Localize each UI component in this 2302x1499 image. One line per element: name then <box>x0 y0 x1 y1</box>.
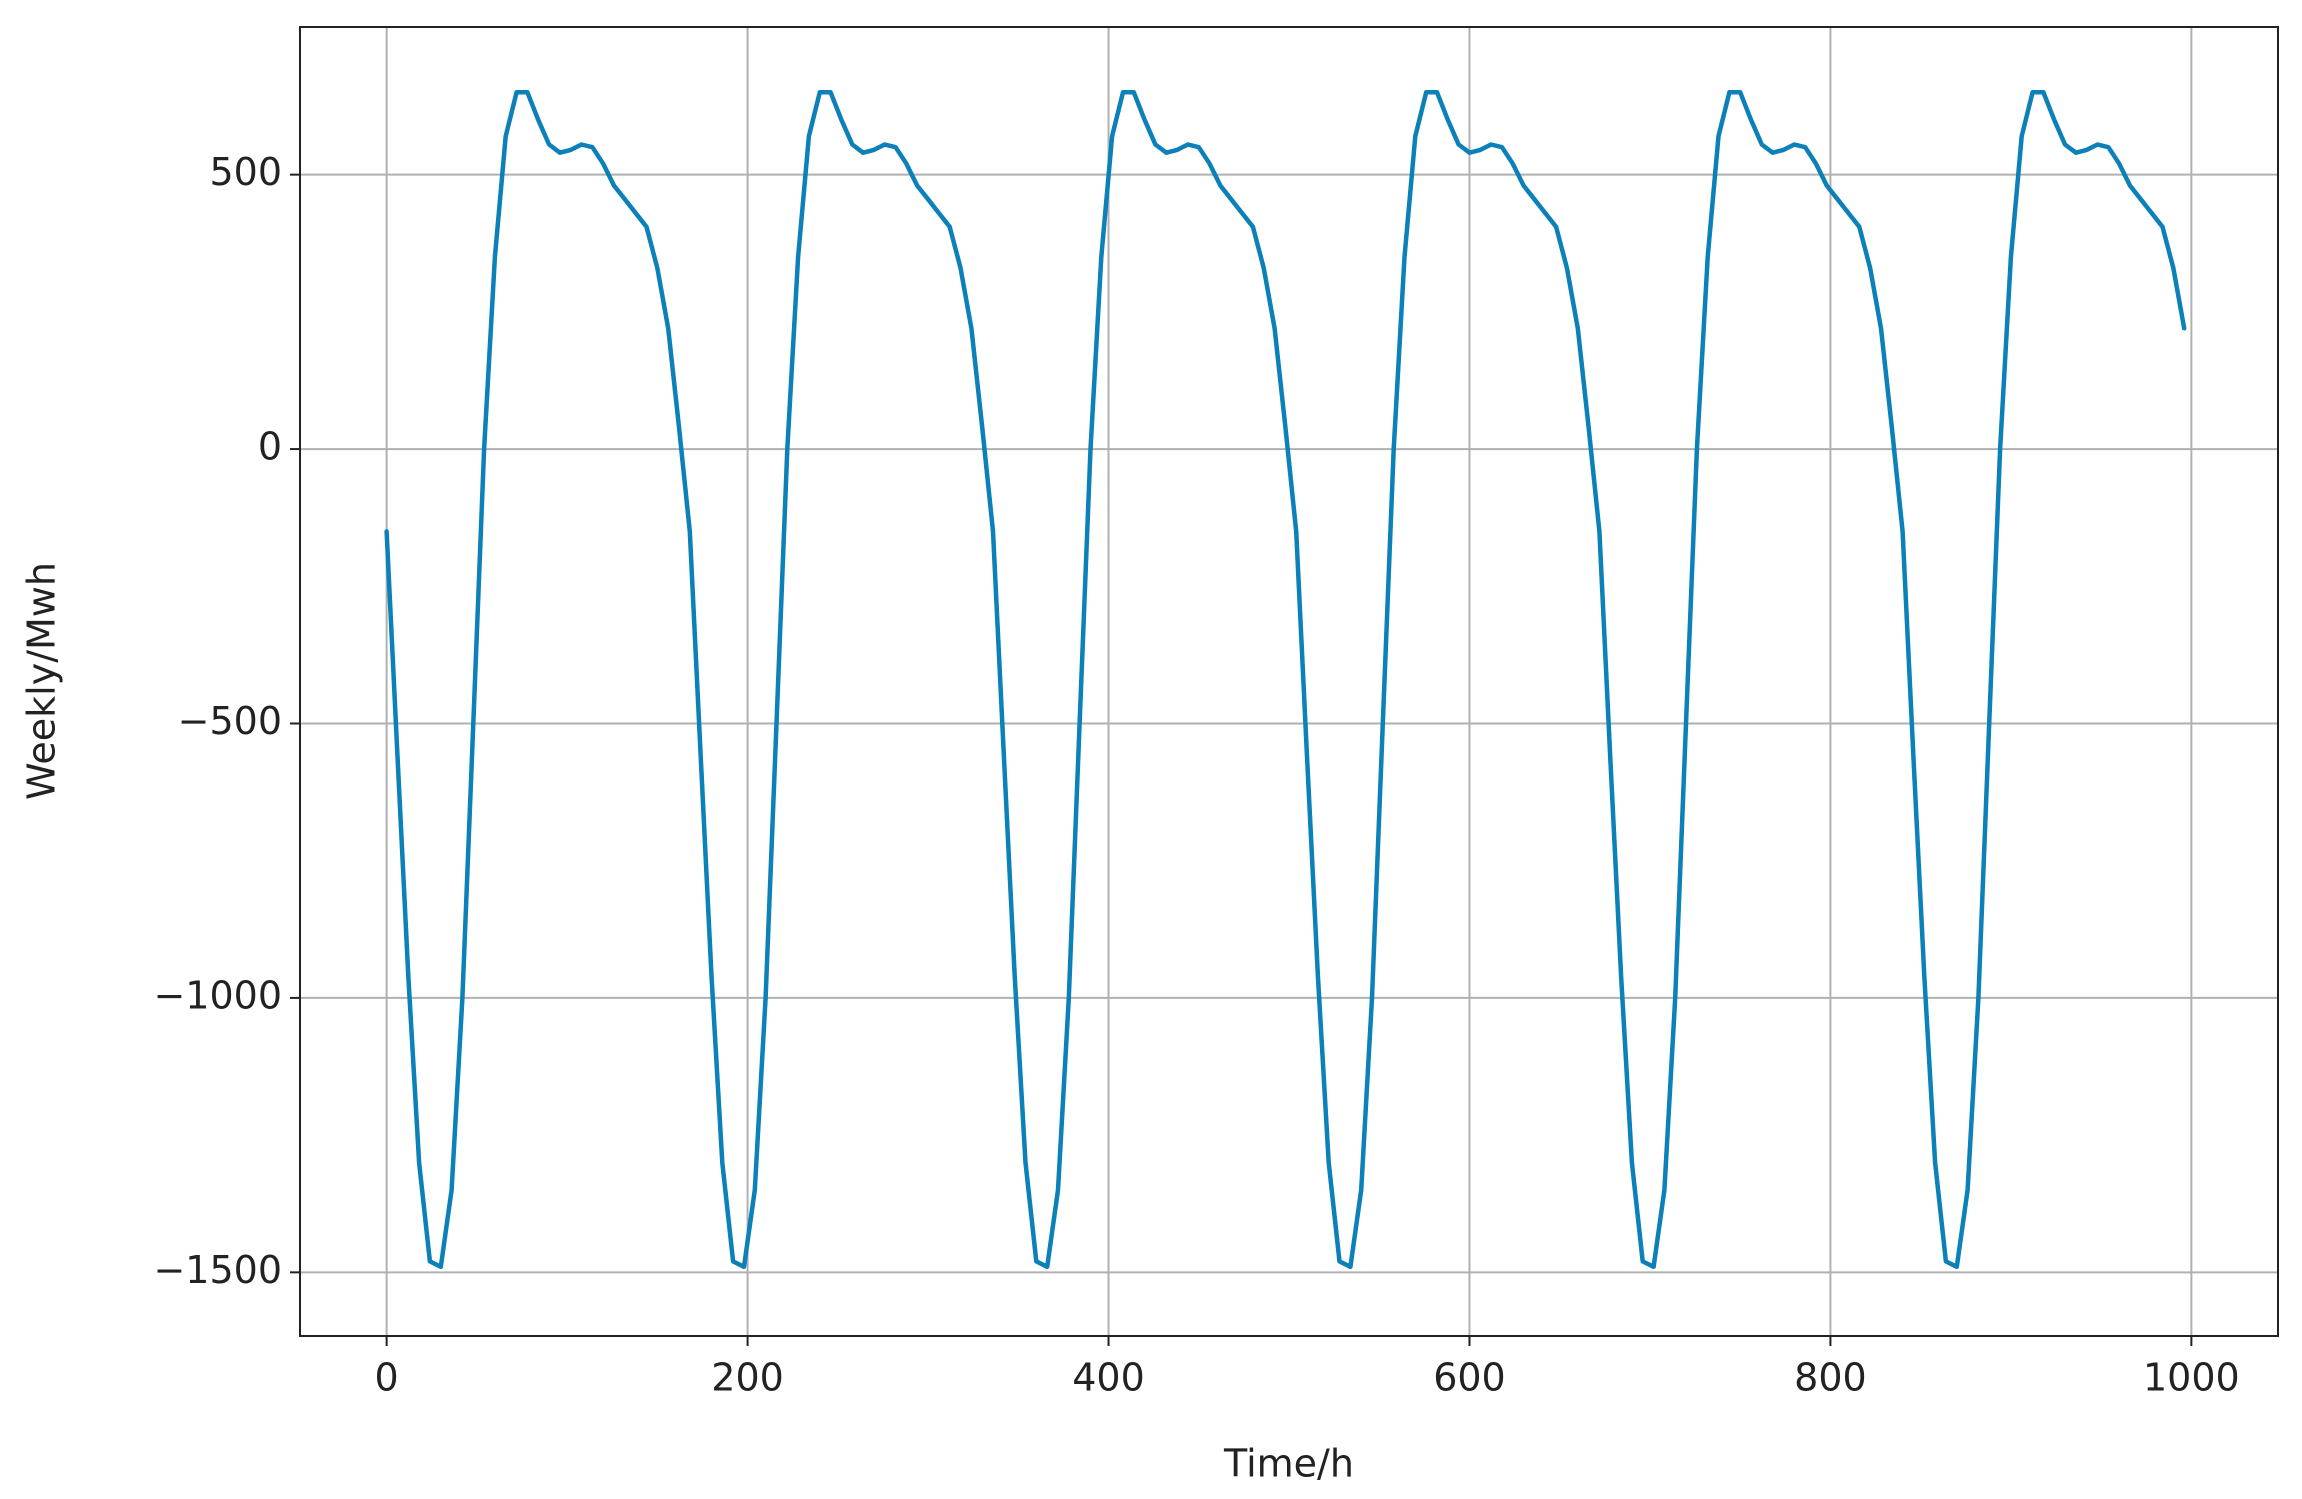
x-tick-label: 400 <box>1072 1356 1145 1400</box>
y-tick-label: 500 <box>209 150 282 194</box>
y-tick-label: −500 <box>178 699 282 743</box>
x-tick-label: 600 <box>1433 1356 1506 1400</box>
x-axis-label: Time/h <box>1223 1442 1354 1486</box>
x-tick-label: 200 <box>711 1356 784 1400</box>
y-tick-label: −1500 <box>153 1248 282 1292</box>
plot-frame <box>299 26 2279 1337</box>
x-tick-label: 0 <box>375 1356 399 1400</box>
y-axis-label: Weekly/Mwh <box>20 562 64 800</box>
y-tick-label: 0 <box>258 425 282 469</box>
x-tick-label: 1000 <box>2143 1356 2240 1400</box>
x-tick-label: 800 <box>1794 1356 1867 1400</box>
y-tick-label: −1000 <box>153 973 282 1017</box>
data-line <box>384 90 2187 1270</box>
